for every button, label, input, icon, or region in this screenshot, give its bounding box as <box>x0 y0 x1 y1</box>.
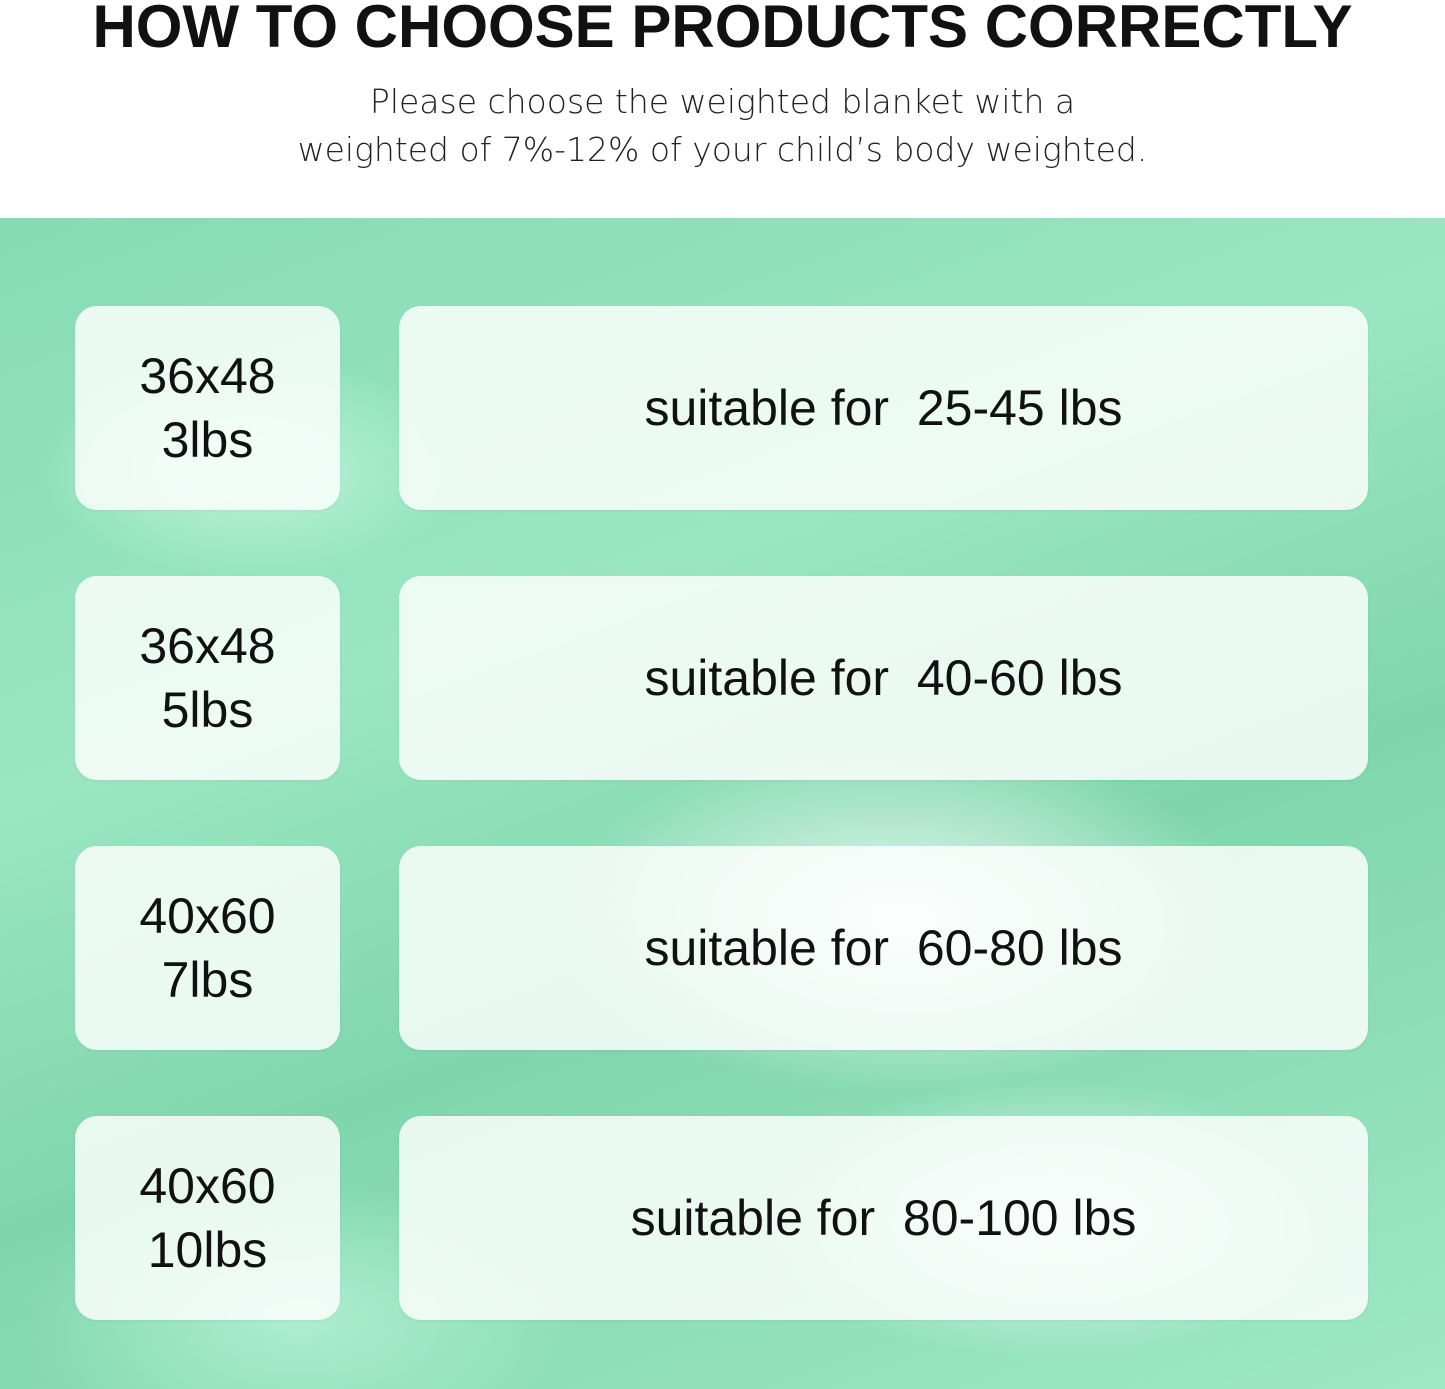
weight-label: 10lbs <box>147 1222 268 1278</box>
size-card: 40x60 10lbs <box>75 1116 340 1320</box>
suitability-label: suitable for 25-45 lbs <box>644 380 1123 436</box>
suitability-card: suitable for 40-60 lbs <box>399 576 1368 780</box>
size-label: 36x48 <box>139 618 276 674</box>
size-label: 40x60 <box>139 1158 276 1214</box>
suitability-card: suitable for 25-45 lbs <box>399 306 1368 510</box>
size-label: 40x60 <box>139 888 276 944</box>
suitability-card: suitable for 80-100 lbs <box>399 1116 1368 1320</box>
size-card: 36x48 3lbs <box>75 306 340 510</box>
size-label: 36x48 <box>139 348 276 404</box>
weight-label: 7lbs <box>161 952 254 1008</box>
page-title: HOW TO CHOOSE PRODUCTS CORRECTLY <box>92 0 1353 60</box>
suitability-label: suitable for 80-100 lbs <box>630 1190 1137 1246</box>
weight-label: 5lbs <box>161 682 254 738</box>
page-subtitle: Please choose the weighted blanket with … <box>0 78 1445 174</box>
subtitle-line-2: weighted of 7%-12% of your child’s body … <box>297 130 1148 169</box>
size-card: 36x48 5lbs <box>75 576 340 780</box>
suitability-label: suitable for 60-80 lbs <box>644 920 1123 976</box>
weight-label: 3lbs <box>161 412 254 468</box>
subtitle-line-1: Please choose the weighted blanket with … <box>369 82 1076 121</box>
suitability-card: suitable for 60-80 lbs <box>399 846 1368 1050</box>
size-card: 40x60 7lbs <box>75 846 340 1050</box>
suitability-label: suitable for 40-60 lbs <box>644 650 1123 706</box>
